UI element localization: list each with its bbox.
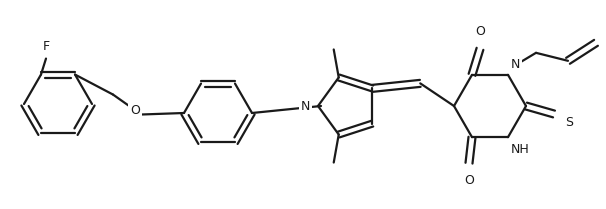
Text: S: S xyxy=(565,116,573,130)
Text: O: O xyxy=(464,174,474,187)
Text: N: N xyxy=(511,58,521,71)
Text: O: O xyxy=(130,104,140,117)
Text: O: O xyxy=(475,25,485,38)
Text: NH: NH xyxy=(511,143,530,156)
Text: N: N xyxy=(301,99,310,112)
Text: F: F xyxy=(42,40,50,53)
